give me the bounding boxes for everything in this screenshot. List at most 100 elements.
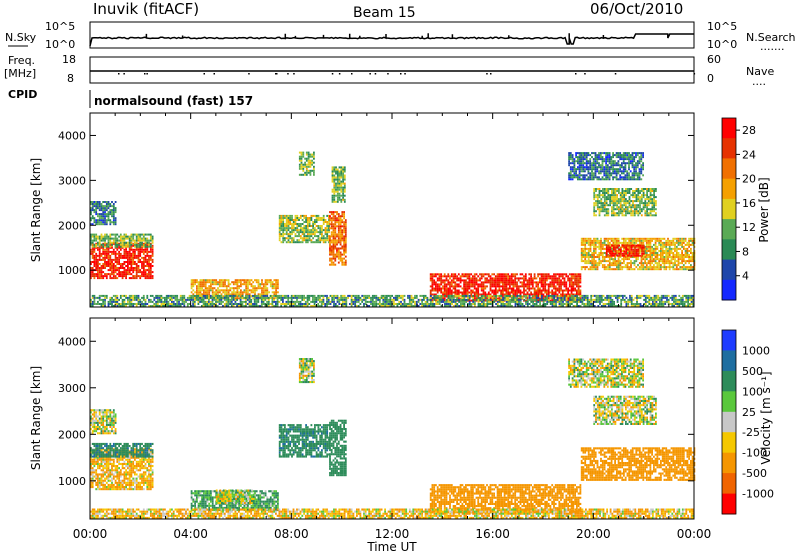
power-cell xyxy=(146,252,149,255)
power-cell xyxy=(589,168,592,171)
power-cell xyxy=(149,235,152,238)
power-cell xyxy=(633,196,636,199)
power-cell xyxy=(670,250,673,252)
power-cell xyxy=(112,207,115,210)
power-cell xyxy=(675,245,678,248)
power-cell xyxy=(299,237,302,240)
power-cell xyxy=(146,269,149,272)
power-cell xyxy=(119,273,122,276)
power-cell xyxy=(630,252,633,255)
power-cell xyxy=(292,219,295,221)
power-cell xyxy=(162,305,164,307)
power-cell xyxy=(95,303,98,305)
power-cell xyxy=(514,273,517,276)
power-cell xyxy=(109,267,112,269)
power-cell xyxy=(332,253,335,256)
power-cell xyxy=(580,260,583,263)
power-cell xyxy=(466,289,469,292)
power-cell xyxy=(498,289,501,292)
power-cell xyxy=(503,275,506,278)
power-cell xyxy=(509,293,511,296)
power-cell xyxy=(544,279,547,282)
power-cell xyxy=(632,190,634,192)
power-cell xyxy=(311,153,313,156)
power-cell xyxy=(102,267,105,269)
power-cell xyxy=(628,258,631,261)
power-cell xyxy=(619,198,622,201)
power-cell xyxy=(542,289,545,292)
power-cell xyxy=(149,269,152,272)
power-cell xyxy=(100,246,103,249)
power-cell xyxy=(329,253,331,256)
power-cell xyxy=(637,237,639,240)
power-cell xyxy=(681,266,683,269)
power-cell xyxy=(305,165,308,168)
power-cell xyxy=(336,184,339,187)
power-cell xyxy=(338,184,341,187)
power-cell xyxy=(475,287,478,290)
power-cell xyxy=(142,296,145,299)
power-cell xyxy=(598,188,601,190)
power-cell xyxy=(627,244,629,247)
power-cell xyxy=(686,254,689,256)
power-cell xyxy=(266,293,269,296)
power-cell xyxy=(127,298,129,301)
power-cell xyxy=(160,296,163,299)
power-cell xyxy=(139,275,142,278)
power-cell xyxy=(598,202,601,205)
power-cell xyxy=(266,287,269,290)
power-cell xyxy=(615,172,618,175)
power-cell xyxy=(605,246,608,249)
power-cell xyxy=(134,296,136,299)
power-cell xyxy=(224,281,226,284)
power-cell xyxy=(681,239,683,242)
power-cell xyxy=(486,277,488,280)
power-cell xyxy=(635,194,638,197)
power-cell xyxy=(526,279,529,282)
power-cell xyxy=(308,221,311,223)
power-cell xyxy=(539,287,541,290)
power-cell xyxy=(593,206,596,209)
power-cell xyxy=(592,172,595,175)
power-cell xyxy=(116,237,119,240)
power-cell xyxy=(111,263,113,265)
power-cell xyxy=(450,281,453,284)
power-cell xyxy=(294,223,297,225)
power-cell xyxy=(631,164,634,167)
power-cell xyxy=(629,158,632,161)
power-cell xyxy=(206,291,209,294)
power-cell xyxy=(119,245,122,248)
power-cell xyxy=(619,210,622,213)
power-cell xyxy=(656,264,659,267)
power-cell xyxy=(621,204,624,207)
power-cell xyxy=(618,252,620,255)
power-cell xyxy=(273,293,276,296)
power-cell xyxy=(294,229,297,232)
nsky-trace xyxy=(89,33,694,47)
power-cell xyxy=(275,283,277,286)
power-cell xyxy=(309,155,312,158)
power-cell xyxy=(305,229,307,232)
power-cell xyxy=(123,245,126,248)
power-cell xyxy=(596,156,599,159)
power-cell xyxy=(111,298,113,301)
power-cell xyxy=(635,190,638,192)
power-cell xyxy=(206,287,209,290)
power-cell xyxy=(491,279,494,282)
power-cell xyxy=(482,289,485,292)
power-cell xyxy=(682,256,685,258)
power-cell xyxy=(332,255,335,258)
power-cell xyxy=(442,279,444,282)
power-cell xyxy=(682,258,685,261)
power-cell xyxy=(468,273,471,276)
power-cell xyxy=(593,202,596,205)
power-cell xyxy=(580,162,583,165)
power-cell xyxy=(330,261,333,264)
power-cell xyxy=(489,279,492,282)
power-cell xyxy=(312,225,314,227)
power-cell xyxy=(547,297,550,300)
power-cell xyxy=(178,298,180,301)
power-cell xyxy=(105,233,108,236)
power-cell xyxy=(315,219,318,221)
power-cell xyxy=(125,303,127,305)
